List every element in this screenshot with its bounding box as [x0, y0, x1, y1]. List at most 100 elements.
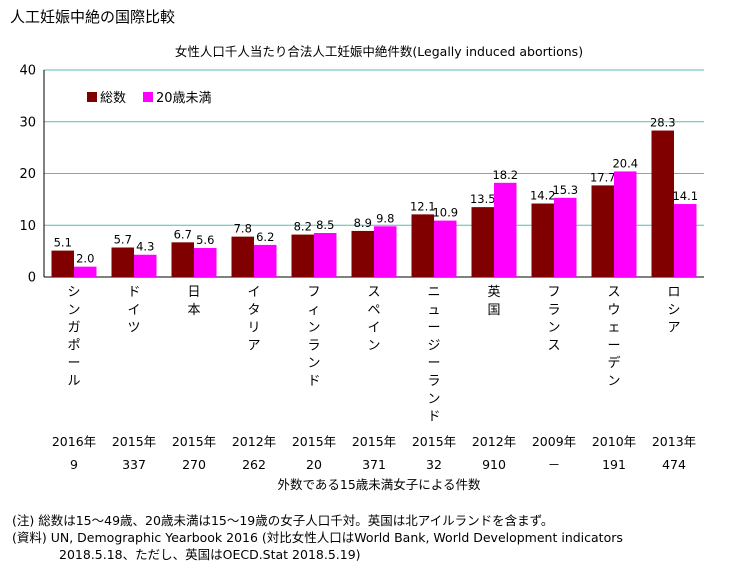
- bar-total: [411, 214, 434, 277]
- x-tick-label: フ: [307, 285, 320, 300]
- x-tick-label: ス: [607, 285, 620, 300]
- bar-under20: [554, 197, 577, 277]
- x-tick-label: ー: [607, 338, 620, 353]
- x-tick-label: ー: [427, 321, 440, 336]
- legend-swatch: [143, 92, 153, 102]
- x-tick-label: ツ: [127, 321, 140, 336]
- x-tick-label: イ: [247, 285, 260, 300]
- data-label: 8.5: [316, 218, 334, 232]
- bar-under20: [194, 248, 217, 277]
- year-label: 2016年: [52, 434, 96, 449]
- x-tick-label: ェ: [607, 321, 620, 336]
- data-label: 6.2: [256, 230, 274, 244]
- x-tick-label: ン: [67, 303, 80, 318]
- x-tick-label: ン: [307, 321, 320, 336]
- bar-under20: [134, 254, 157, 277]
- data-label: 20.4: [612, 156, 638, 170]
- year-label: 2012年: [232, 434, 276, 449]
- year-label: 2015年: [292, 434, 336, 449]
- x-tick-label: ド: [307, 374, 320, 389]
- x-tick-label: ー: [427, 356, 440, 371]
- legend-label: 20歳未満: [156, 91, 212, 106]
- year-label: 2015年: [172, 434, 216, 449]
- x-tick-label: イ: [127, 303, 140, 318]
- y-tick-label: 0: [28, 271, 36, 286]
- bar-total: [351, 230, 374, 277]
- year-label: 2009年: [532, 434, 576, 449]
- x-tick-label: ジ: [427, 338, 440, 353]
- notes: (注) 総数は15～49歳、20歳未満は15～19歳の女子人口千対。英国は北アイ…: [12, 512, 623, 563]
- x-tick-label: ス: [547, 338, 560, 353]
- year-label: 2015年: [412, 434, 456, 449]
- x-tick-label: ニ: [427, 285, 440, 300]
- data-label: 8.9: [354, 216, 372, 230]
- y-tick-label: 30: [19, 115, 36, 130]
- data-label: 28.3: [650, 116, 676, 130]
- x-tick-label: ド: [427, 410, 440, 425]
- bar-total: [591, 185, 614, 277]
- x-tick-label: ル: [67, 374, 80, 389]
- under15-count: 371: [362, 457, 386, 472]
- x-tick-label: ア: [667, 321, 680, 336]
- bar-total: [111, 247, 134, 277]
- x-tick-label: ィ: [307, 303, 320, 318]
- under15-count: 20: [306, 457, 322, 472]
- note-line: (注) 総数は15～49歳、20歳未満は15～19歳の女子人口千対。英国は北アイ…: [12, 513, 554, 528]
- under15-count: 262: [242, 457, 266, 472]
- under15-count: 9: [70, 457, 78, 472]
- x-tick-label: ン: [547, 321, 560, 336]
- data-label: 8.2: [294, 220, 312, 234]
- data-label: 4.3: [136, 240, 154, 254]
- under15-count: 337: [122, 457, 146, 472]
- under15-count: 32: [426, 457, 442, 472]
- x-tick-label: ラ: [547, 303, 560, 318]
- data-label: 7.8: [234, 222, 252, 236]
- chart-subtitle: 女性人口千人当たり合法人工妊娠中絶件数(Legally induced abor…: [175, 44, 583, 59]
- x-tick-label: ー: [67, 356, 80, 371]
- y-tick-label: 20: [19, 167, 36, 182]
- data-label: 2.0: [76, 252, 94, 266]
- bar-under20: [614, 171, 637, 277]
- x-tick-label: デ: [607, 355, 620, 371]
- x-tick-label: 本: [187, 303, 200, 318]
- bar-under20: [374, 226, 397, 277]
- legend-swatch: [87, 92, 97, 102]
- page-title: 人工妊娠中絶の国際比較: [10, 8, 176, 26]
- bar-total: [471, 207, 494, 277]
- x-tick-label: ン: [427, 392, 440, 407]
- bar-under20: [674, 204, 697, 277]
- data-label: 13.5: [470, 192, 496, 206]
- x-tick-label: 日: [187, 285, 200, 300]
- under15-caption: 外数である15歳未満女子による件数: [278, 477, 481, 492]
- x-tick-label: フ: [547, 285, 560, 300]
- x-tick-label: ン: [367, 338, 380, 353]
- x-tick-label: ペ: [367, 303, 380, 318]
- year-label: 2015年: [352, 434, 396, 449]
- under15-count: 910: [482, 457, 506, 472]
- data-label: 17.7: [590, 170, 616, 184]
- data-label: 15.3: [552, 183, 578, 197]
- bar-total: [231, 236, 254, 277]
- legend-label: 総数: [100, 91, 126, 106]
- source-line: (資料) UN, Demographic Yearbook 2016 (対比女性…: [12, 530, 623, 545]
- x-tick-label: シ: [667, 303, 680, 318]
- x-tick-label: リ: [247, 321, 260, 336]
- year-label: 2013年: [652, 434, 696, 449]
- source-line-continued: 2018.5.18、ただし、英国はOECD.Stat 2018.5.19): [59, 547, 361, 562]
- bar-total: [291, 234, 314, 277]
- data-label: 12.1: [410, 199, 436, 213]
- data-label: 18.2: [492, 168, 518, 182]
- x-tick-label: ロ: [667, 285, 680, 300]
- x-tick-label: 英: [487, 285, 500, 300]
- x-tick-label: シ: [67, 285, 80, 300]
- under15-count: 474: [662, 457, 686, 472]
- data-label: 6.7: [174, 227, 192, 241]
- under15-count: －: [548, 457, 561, 472]
- x-tick-label: タ: [247, 303, 260, 318]
- x-tick-label: ン: [607, 374, 620, 389]
- x-tick-label: 国: [487, 303, 500, 318]
- bar-under20: [494, 182, 517, 277]
- y-tick-label: 10: [19, 219, 36, 234]
- bar-total: [51, 250, 74, 277]
